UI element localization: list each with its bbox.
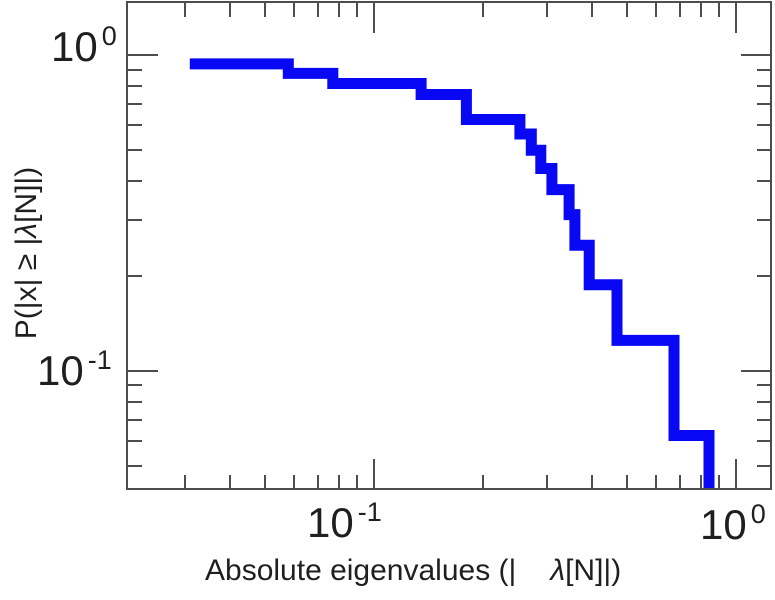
x-tick-mark bbox=[264, 2, 266, 17]
x-tick-mark bbox=[718, 475, 720, 490]
y-tick-mantissa-1e0: 10 bbox=[51, 23, 98, 70]
x-tick-mark bbox=[546, 2, 548, 17]
y-axis-title-lambda: λ bbox=[10, 222, 43, 238]
y-tick-mark bbox=[127, 401, 142, 403]
y-tick-mark bbox=[741, 370, 772, 372]
x-tick-mark bbox=[700, 2, 702, 17]
x-axis-title-text: Absolute eigenvalues (| bbox=[205, 554, 517, 587]
y-tick-mark bbox=[757, 85, 772, 87]
x-tick-mark bbox=[229, 2, 231, 17]
x-tick-exponent-1e0: 0 bbox=[750, 499, 766, 529]
x-tick-mark bbox=[293, 2, 295, 17]
y-tick-mark bbox=[127, 149, 142, 151]
y-tick-mark bbox=[127, 370, 158, 372]
x-tick-mark bbox=[482, 475, 484, 490]
plot-frame bbox=[126, 1, 772, 490]
ccdf-step-curve bbox=[189, 58, 715, 490]
y-axis-title-text: P(|x| ≥ | bbox=[10, 237, 43, 340]
x-tick-mark bbox=[679, 2, 681, 17]
y-tick-mark bbox=[757, 384, 772, 386]
y-tick-exponent-1e0: 0 bbox=[101, 21, 117, 51]
y-tick-mark bbox=[757, 440, 772, 442]
x-tick-mark bbox=[184, 475, 186, 490]
y-tick-mark bbox=[127, 69, 142, 71]
x-tick-mark bbox=[700, 475, 702, 490]
y-tick-mark bbox=[757, 69, 772, 71]
y-tick-mark bbox=[757, 103, 772, 105]
y-tick-label-1e0: 10 0 bbox=[51, 23, 117, 70]
x-tick-mark bbox=[338, 2, 340, 17]
x-tick-mark bbox=[655, 2, 657, 17]
x-tick-mantissa-1e0: 10 bbox=[700, 501, 747, 548]
x-tick-mantissa-1e-1: 10 bbox=[307, 499, 354, 546]
y-tick-mark bbox=[127, 440, 142, 442]
y-tick-mantissa-1e-1: 10 bbox=[37, 347, 84, 394]
y-tick-mark bbox=[127, 124, 142, 126]
y-tick-mark bbox=[757, 401, 772, 403]
x-tick-exponent-1e-1: -1 bbox=[357, 497, 382, 527]
y-tick-mark bbox=[127, 180, 142, 182]
x-tick-label-1e-1: 10 -1 bbox=[307, 499, 382, 546]
y-tick-mark bbox=[127, 103, 142, 105]
y-tick-mark bbox=[127, 465, 142, 467]
y-tick-mark bbox=[127, 219, 142, 221]
x-tick-mark bbox=[546, 475, 548, 490]
x-tick-mark bbox=[482, 2, 484, 17]
x-tick-mark bbox=[317, 475, 319, 490]
y-tick-mark bbox=[127, 275, 142, 277]
x-tick-mark bbox=[356, 475, 358, 490]
y-tick-label-1e-1: 10 -1 bbox=[37, 347, 112, 394]
x-tick-mark bbox=[373, 2, 375, 33]
y-tick-mark bbox=[757, 219, 772, 221]
y-tick-mark bbox=[127, 85, 142, 87]
x-tick-mark bbox=[184, 2, 186, 17]
x-axis-title-text2: [N]|) bbox=[565, 554, 622, 587]
x-tick-mark bbox=[264, 475, 266, 490]
x-tick-mark bbox=[735, 2, 737, 33]
x-tick-mark bbox=[655, 475, 657, 490]
x-tick-mark bbox=[626, 475, 628, 490]
y-tick-mark bbox=[741, 54, 772, 56]
x-tick-mark bbox=[373, 459, 375, 490]
x-axis-title: Absolute eigenvalues (| λ[N]|) bbox=[205, 556, 621, 586]
y-tick-mark bbox=[757, 149, 772, 151]
y-tick-exponent-1e-1: -1 bbox=[87, 345, 112, 375]
x-tick-mark bbox=[591, 2, 593, 17]
x-tick-mark bbox=[735, 459, 737, 490]
y-tick-mark bbox=[757, 124, 772, 126]
x-tick-mark bbox=[338, 475, 340, 490]
x-tick-mark bbox=[229, 475, 231, 490]
x-tick-label-1e0: 10 0 bbox=[700, 501, 766, 548]
x-tick-mark bbox=[718, 2, 720, 17]
y-axis-title: P(|x| ≥ |λ[N]|) bbox=[10, 166, 43, 340]
y-tick-mark bbox=[757, 465, 772, 467]
y-tick-mark bbox=[127, 54, 158, 56]
y-tick-mark bbox=[757, 275, 772, 277]
x-tick-mark bbox=[591, 475, 593, 490]
y-tick-mark bbox=[127, 419, 142, 421]
x-tick-mark bbox=[317, 2, 319, 17]
y-tick-mark bbox=[757, 180, 772, 182]
y-tick-mark bbox=[127, 384, 142, 386]
x-tick-mark bbox=[293, 475, 295, 490]
y-axis-title-text2: [N]|) bbox=[10, 166, 43, 223]
y-tick-mark bbox=[757, 419, 772, 421]
x-tick-mark bbox=[626, 2, 628, 17]
x-tick-mark bbox=[356, 2, 358, 17]
x-tick-mark bbox=[679, 475, 681, 490]
x-axis-title-lambda: λ bbox=[550, 554, 566, 587]
